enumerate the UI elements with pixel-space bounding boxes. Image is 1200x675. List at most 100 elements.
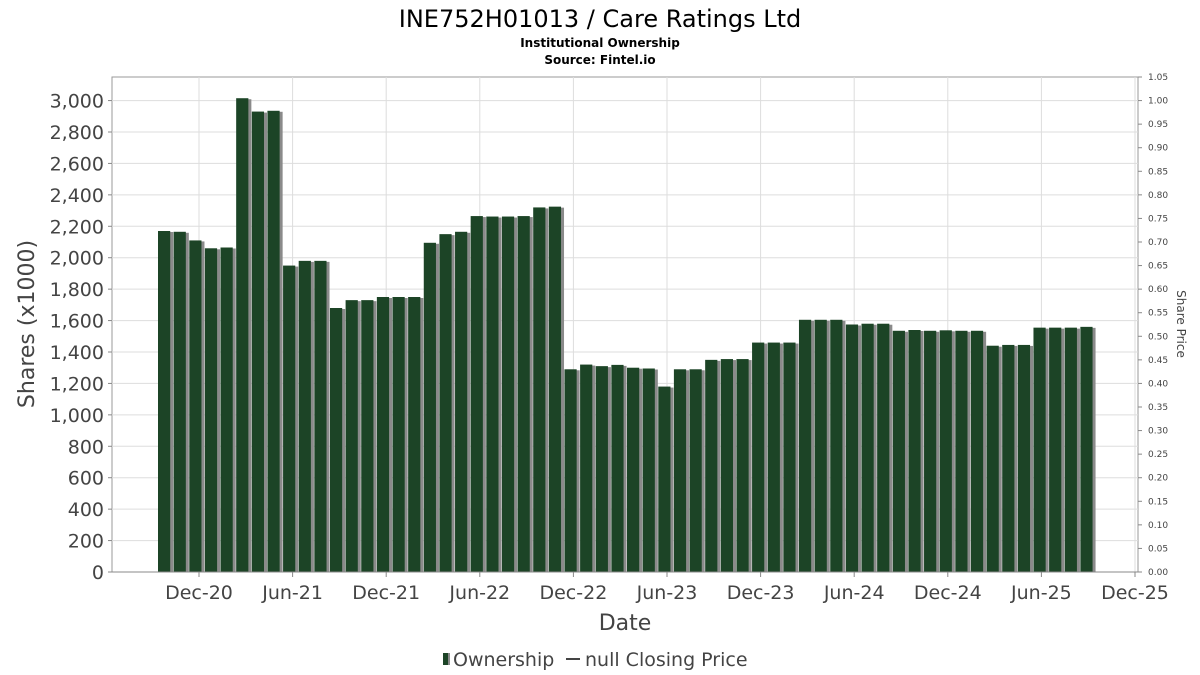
ownership-bar xyxy=(283,265,296,572)
ownership-bar xyxy=(517,216,530,573)
y-axis: 0 200 400 600 800 1,000 1,200 1,400 1,600 1,800 2,… xyxy=(50,91,112,584)
ownership-bar xyxy=(298,260,311,572)
ownership-bar xyxy=(861,323,874,572)
x-tick-label: Dec-20 xyxy=(165,582,233,604)
x-tick-label: Dec-22 xyxy=(539,582,607,604)
ownership-bar xyxy=(408,297,421,572)
y2-tick-label: 0.90 xyxy=(1148,144,1168,154)
chart-subtitle: Institutional Ownership xyxy=(520,36,680,50)
ownership-bar xyxy=(376,297,390,572)
ownership-bar xyxy=(220,247,233,572)
ownership-bar xyxy=(1033,327,1046,572)
y-tick-label: 800 xyxy=(68,436,104,458)
ownership-bar xyxy=(595,366,608,572)
ownership-bar xyxy=(627,367,640,572)
y2-tick-label: 0.20 xyxy=(1148,474,1168,484)
x-tick-label: Jun-23 xyxy=(636,582,698,604)
x-tick-label: Dec-23 xyxy=(727,582,795,604)
x-tick-label: Dec-21 xyxy=(352,582,420,604)
y-tick-label: 1,200 xyxy=(50,373,104,395)
ownership-bar xyxy=(392,297,405,572)
y2-tick-label: 0.95 xyxy=(1148,120,1168,130)
y-tick-label: 600 xyxy=(68,468,104,490)
y2-tick-label: 0.70 xyxy=(1148,238,1168,248)
ownership-bar xyxy=(798,319,812,572)
ownership-bar xyxy=(877,323,890,572)
y2-tick-label: 0.45 xyxy=(1148,356,1168,366)
x-axis-label: Date xyxy=(599,611,652,636)
x-tick-label: Jun-24 xyxy=(823,582,885,604)
ownership-bar xyxy=(345,300,358,572)
ownership-bar xyxy=(439,234,452,572)
legend-ownership-swatch-shadow xyxy=(448,653,450,665)
ownership-bar xyxy=(939,330,952,572)
y2-tick-label: 0.65 xyxy=(1148,262,1168,272)
ownership-bar xyxy=(1080,326,1093,572)
y-tick-label: 0 xyxy=(92,562,104,584)
y2-tick-label: 0.25 xyxy=(1148,450,1168,460)
ownership-bar xyxy=(1017,344,1031,572)
bars xyxy=(158,98,1096,573)
legend-ownership-swatch xyxy=(443,653,448,665)
y2-tick-label: 0.50 xyxy=(1148,332,1168,342)
y2-axis: 0.00 0.05 0.10 0.15 0.20 0.25 0.30 0.35 0.40 0.45… xyxy=(1138,73,1168,578)
ownership-bar xyxy=(720,359,733,572)
y-tick-label: 2,600 xyxy=(50,153,104,175)
y2-tick-label: 0.55 xyxy=(1148,309,1168,319)
y-tick-label: 200 xyxy=(68,531,104,553)
ownership-bar xyxy=(251,111,264,573)
ownership-bar xyxy=(267,110,280,573)
y2-tick-label: 0.85 xyxy=(1148,167,1168,177)
ownership-bar xyxy=(1049,327,1062,572)
ownership-bar xyxy=(329,308,343,572)
ownership-bar xyxy=(455,231,468,573)
x-tick-label: Dec-24 xyxy=(914,582,982,604)
ownership-bar xyxy=(658,386,671,572)
ownership-bar xyxy=(736,359,749,572)
ownership-bar xyxy=(955,330,968,572)
y-tick-label: 2,800 xyxy=(50,122,104,144)
legend-price-label: null Closing Price xyxy=(585,649,748,671)
y-tick-label: 2,400 xyxy=(50,185,104,207)
ownership-bar xyxy=(908,330,921,572)
x-tick-label: Jun-25 xyxy=(1010,582,1072,604)
y2-tick-label: 0.30 xyxy=(1148,427,1168,437)
ownership-bar xyxy=(501,216,515,573)
ownership-bar xyxy=(173,231,186,573)
y2-tick-label: 0.40 xyxy=(1148,379,1168,389)
ownership-bar xyxy=(361,300,374,572)
ownership-bar xyxy=(892,330,905,572)
ownership-bar xyxy=(689,369,702,572)
y-tick-label: 1,800 xyxy=(50,279,104,301)
chart-title: INE752H01013 / Care Ratings Ltd xyxy=(399,5,801,33)
ownership-bar xyxy=(845,324,859,572)
legend-ownership-label: Ownership xyxy=(453,649,554,671)
ownership-bar xyxy=(642,368,655,572)
y2-tick-label: 0.00 xyxy=(1148,568,1168,578)
ownership-bar xyxy=(924,330,937,572)
ownership-bar xyxy=(1002,344,1015,572)
ownership-bar xyxy=(783,342,796,572)
ownership-bar xyxy=(767,342,780,572)
ownership-bar xyxy=(486,216,499,573)
ownership-bar xyxy=(236,98,249,572)
x-tick-label: Dec-25 xyxy=(1101,582,1169,604)
y-tick-label: 1,400 xyxy=(50,342,104,364)
ownership-bar xyxy=(814,319,827,572)
ownership-bar xyxy=(158,231,171,572)
ownership-bar xyxy=(752,342,765,572)
ownership-bar xyxy=(204,248,218,573)
ownership-bar xyxy=(830,319,843,572)
y-tick-label: 3,000 xyxy=(50,91,104,113)
ownership-bar xyxy=(189,240,202,572)
ownership-bar xyxy=(423,242,436,573)
ownership-bar xyxy=(611,364,624,572)
x-tick-label: Jun-22 xyxy=(448,582,510,604)
y-tick-label: 1,000 xyxy=(50,405,104,427)
y2-tick-label: 0.75 xyxy=(1148,214,1168,224)
ownership-bar xyxy=(533,207,546,572)
y2-tick-label: 0.35 xyxy=(1148,403,1168,413)
y2-tick-label: 0.15 xyxy=(1148,497,1168,507)
